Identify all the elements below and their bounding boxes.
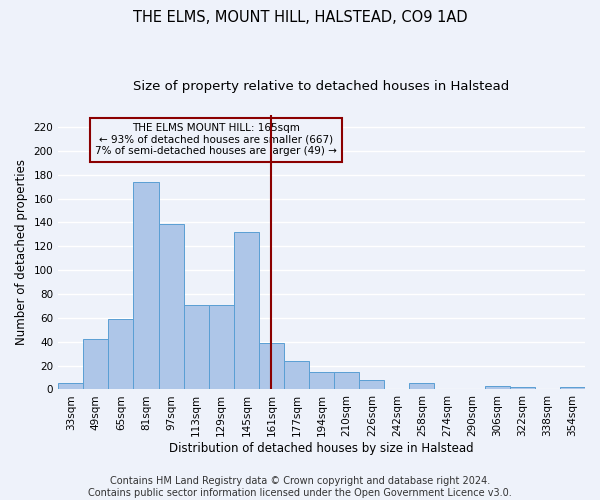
Bar: [334, 372, 359, 390]
Text: THE ELMS MOUNT HILL: 165sqm
← 93% of detached houses are smaller (667)
7% of sem: THE ELMS MOUNT HILL: 165sqm ← 93% of det…: [95, 123, 337, 156]
Bar: [409, 384, 434, 390]
Bar: [158, 224, 184, 390]
Y-axis label: Number of detached properties: Number of detached properties: [15, 159, 28, 345]
X-axis label: Distribution of detached houses by size in Halstead: Distribution of detached houses by size …: [169, 442, 474, 455]
Bar: [510, 387, 535, 390]
Bar: [284, 361, 309, 390]
Bar: [259, 343, 284, 390]
Bar: [359, 380, 385, 390]
Bar: [234, 232, 259, 390]
Text: THE ELMS, MOUNT HILL, HALSTEAD, CO9 1AD: THE ELMS, MOUNT HILL, HALSTEAD, CO9 1AD: [133, 10, 467, 25]
Bar: [133, 182, 158, 390]
Title: Size of property relative to detached houses in Halstead: Size of property relative to detached ho…: [133, 80, 510, 93]
Bar: [485, 386, 510, 390]
Text: Contains HM Land Registry data © Crown copyright and database right 2024.
Contai: Contains HM Land Registry data © Crown c…: [88, 476, 512, 498]
Bar: [560, 387, 585, 390]
Bar: [58, 384, 83, 390]
Bar: [184, 304, 209, 390]
Bar: [309, 372, 334, 390]
Bar: [209, 304, 234, 390]
Bar: [109, 319, 133, 390]
Bar: [83, 340, 109, 390]
